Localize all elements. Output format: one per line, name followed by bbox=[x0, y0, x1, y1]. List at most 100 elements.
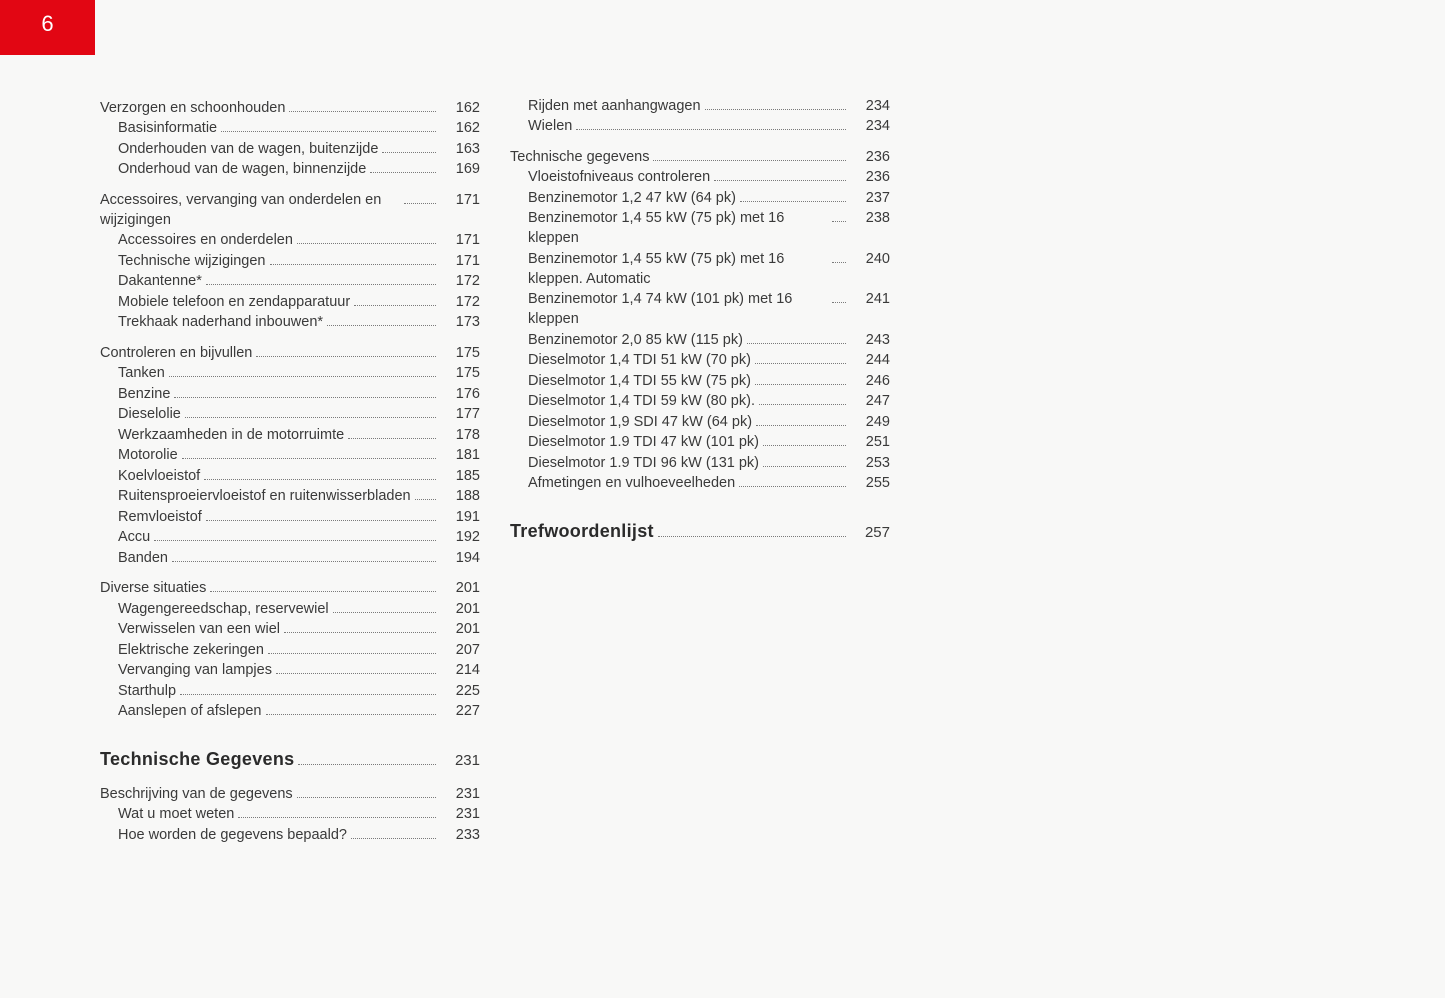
toc-label: Koelvloeistof bbox=[118, 466, 200, 486]
toc-page: 249 bbox=[850, 412, 890, 432]
toc-label: Hoe worden de gegevens bepaald? bbox=[118, 825, 347, 845]
toc-label: Dakantenne* bbox=[118, 271, 202, 291]
toc-label: Accu bbox=[118, 527, 150, 547]
toc-page: 176 bbox=[440, 384, 480, 404]
toc-subitem: Dieselmotor 1.9 TDI 96 kW (131 pk)253 bbox=[510, 452, 890, 473]
toc-subitem: Dakantenne*172 bbox=[100, 271, 480, 292]
toc-subitem: Tanken 175 bbox=[100, 363, 480, 384]
toc-label: Vloeistofniveaus controleren bbox=[528, 167, 710, 187]
toc-leader-dots bbox=[180, 680, 436, 695]
toc-page: 173 bbox=[440, 312, 480, 332]
toc-page: 175 bbox=[440, 343, 480, 363]
toc-leader-dots bbox=[268, 639, 436, 654]
toc-subitem: Banden194 bbox=[100, 547, 480, 568]
toc-leader-dots bbox=[763, 432, 846, 447]
toc-leader-dots bbox=[327, 312, 436, 327]
toc-section: Verzorgen en schoonhouden 162 bbox=[100, 97, 480, 118]
toc-label: Accessoires en onderdelen bbox=[118, 230, 293, 250]
toc-page: 240 bbox=[850, 249, 890, 269]
toc-page: 201 bbox=[440, 599, 480, 619]
toc-label: Dieselolie bbox=[118, 404, 181, 424]
toc-page: 175 bbox=[440, 363, 480, 383]
toc-page: 244 bbox=[850, 350, 890, 370]
toc-leader-dots bbox=[351, 824, 436, 839]
toc-label: Remvloeistof bbox=[118, 507, 202, 527]
toc-page: 238 bbox=[850, 208, 890, 228]
toc-label: Basisinformatie bbox=[118, 118, 217, 138]
toc-leader-dots bbox=[185, 404, 436, 419]
toc-subitem: Onderhoud van de wagen, binnenzijde169 bbox=[100, 159, 480, 180]
toc-leader-dots bbox=[382, 138, 436, 153]
toc-leader-dots bbox=[210, 578, 436, 593]
toc-page: 251 bbox=[850, 432, 890, 452]
toc-page: 234 bbox=[850, 96, 890, 116]
toc-leader-dots bbox=[297, 783, 436, 798]
toc-leader-dots bbox=[348, 424, 436, 439]
toc-subitem: Onderhouden van de wagen, buitenzijde163 bbox=[100, 138, 480, 159]
toc-label: Elektrische zekeringen bbox=[118, 640, 264, 660]
toc-leader-dots bbox=[238, 804, 436, 819]
toc-page: 231 bbox=[440, 751, 480, 771]
page-number: 6 bbox=[41, 11, 53, 37]
toc-leader-dots bbox=[182, 445, 436, 460]
toc-page: 181 bbox=[440, 445, 480, 465]
toc-label: Wat u moet weten bbox=[118, 804, 234, 824]
toc-leader-dots bbox=[354, 291, 436, 306]
toc-subitem: Starthulp225 bbox=[100, 680, 480, 701]
toc-label: Motorolie bbox=[118, 445, 178, 465]
toc-label: Controleren en bijvullen bbox=[100, 343, 252, 363]
toc-leader-dots bbox=[658, 523, 846, 538]
toc-label: Benzinemotor 1,2 47 kW (64 pk) bbox=[528, 188, 736, 208]
toc-page: 171 bbox=[440, 190, 480, 210]
toc-label: Technische Gegevens bbox=[100, 749, 294, 769]
toc-page: 227 bbox=[440, 701, 480, 721]
toc-label: Mobiele telefoon en zendapparatuur bbox=[118, 292, 350, 312]
toc-label: Diverse situaties bbox=[100, 578, 206, 598]
toc-label: Afmetingen en vulhoeveelheden bbox=[528, 473, 735, 493]
toc-label: Aanslepen of afslepen bbox=[118, 701, 262, 721]
section-break bbox=[100, 568, 480, 576]
toc-subitem: Wat u moet weten231 bbox=[100, 804, 480, 825]
toc-label: Tanken bbox=[118, 363, 165, 383]
toc-page: 188 bbox=[440, 486, 480, 506]
toc-leader-dots bbox=[154, 527, 436, 542]
toc-page: 178 bbox=[440, 425, 480, 445]
toc-page: 201 bbox=[440, 619, 480, 639]
toc-label: Werkzaamheden in de motorruimte bbox=[118, 425, 344, 445]
toc-subitem: Benzinemotor 1,4 74 kW (101 pk) met 16 k… bbox=[510, 289, 890, 330]
toc-subitem: Motorolie 181 bbox=[100, 445, 480, 466]
toc-section: Controleren en bijvullen 175 bbox=[100, 342, 480, 363]
toc-page: 246 bbox=[850, 371, 890, 391]
toc-page: 191 bbox=[440, 507, 480, 527]
toc-label: Dieselmotor 1,4 TDI 51 kW (70 pk) bbox=[528, 350, 751, 370]
toc-label: Benzine bbox=[118, 384, 170, 404]
toc-leader-dots bbox=[755, 350, 846, 365]
toc-page: 172 bbox=[440, 292, 480, 312]
toc-leader-dots bbox=[370, 159, 436, 174]
toc-label: Verzorgen en schoonhouden bbox=[100, 98, 285, 118]
toc-page: 234 bbox=[850, 116, 890, 136]
toc-subitem: Remvloeistof 191 bbox=[100, 506, 480, 527]
toc-leader-dots bbox=[739, 473, 846, 488]
toc-subitem: Dieselolie177 bbox=[100, 404, 480, 425]
toc-page: 162 bbox=[440, 98, 480, 118]
toc-page: 257 bbox=[850, 523, 890, 543]
section-break bbox=[100, 179, 480, 187]
toc-subitem: Ruitensproeiervloeistof en ruitenwisserb… bbox=[100, 486, 480, 507]
toc-section: Diverse situaties201 bbox=[100, 578, 480, 599]
toc-page: 194 bbox=[440, 548, 480, 568]
toc-leader-dots bbox=[276, 660, 436, 675]
toc-page: 236 bbox=[850, 147, 890, 167]
toc-subitem: Rijden met aanhangwagen234 bbox=[510, 95, 890, 116]
page-number-badge: 6 bbox=[0, 0, 95, 55]
toc-leader-dots bbox=[298, 751, 436, 766]
toc-leader-dots bbox=[747, 329, 846, 344]
toc-subitem: Benzine 176 bbox=[100, 383, 480, 404]
toc-page: 231 bbox=[440, 784, 480, 804]
toc-label: Benzinemotor 1,4 55 kW (75 pk) met 16 kl… bbox=[528, 208, 828, 248]
toc-subitem: Wagengereedschap, reservewiel201 bbox=[100, 598, 480, 619]
toc-leader-dots bbox=[756, 411, 846, 426]
toc-subitem: Dieselmotor 1.9 TDI 47 kW (101 pk)251 bbox=[510, 432, 890, 453]
toc-label: Accessoires, vervanging van onderdelen e… bbox=[100, 190, 400, 230]
toc-page: 241 bbox=[850, 289, 890, 309]
